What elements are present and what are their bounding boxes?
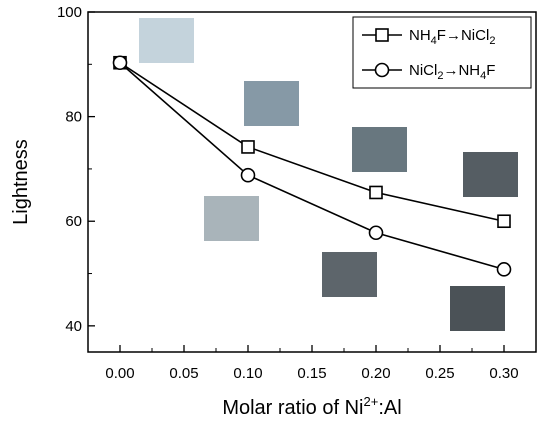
data-point [496, 262, 512, 277]
data-point [240, 167, 256, 183]
data-point [241, 140, 255, 154]
data-series [112, 55, 512, 277]
x-axis-title: Molar ratio of Ni2+:Al [222, 394, 401, 419]
x-tick-label: 0.25 [425, 365, 454, 382]
series-line [119, 62, 505, 223]
y-axis-title: Lightness [10, 139, 32, 225]
data-point [369, 185, 383, 200]
y-tick-label: 80 [65, 109, 82, 126]
x-tick-label: 0.00 [105, 365, 134, 382]
sample-swatch [322, 252, 377, 297]
x-axis-title-main: Molar ratio of Ni [222, 397, 363, 419]
sample-swatches [139, 18, 518, 331]
y-axis-ticks: 40 60 80 100 [57, 4, 95, 335]
sample-swatch [450, 286, 505, 331]
data-point [368, 225, 384, 241]
sample-swatch [352, 127, 407, 172]
sample-swatch [463, 152, 518, 197]
sample-swatch [139, 18, 194, 63]
legend-marker [375, 28, 389, 42]
y-tick-label: 40 [65, 318, 82, 335]
x-axis-ticks: 0.00 0.05 0.10 0.15 0.20 0.25 0.30 [105, 345, 519, 382]
x-axis-title-suffix: :Al [378, 397, 401, 419]
x-tick-label: 0.30 [489, 365, 518, 382]
legend-marker [374, 62, 390, 78]
x-tick-label: 0.20 [361, 365, 390, 382]
x-tick-label: 0.10 [233, 365, 262, 382]
legend: NH4F→NiCl2 NiCl2→NH4F [352, 16, 532, 89]
y-tick-label: 60 [65, 213, 82, 230]
legend-label: NH4F→NiCl2 [409, 27, 495, 47]
data-point [497, 214, 511, 229]
y-tick-label: 100 [57, 4, 82, 21]
series-line [119, 62, 505, 271]
legend-label: NiCl2→NH4F [409, 62, 495, 82]
x-tick-label: 0.15 [297, 365, 326, 382]
x-tick-label: 0.05 [169, 365, 198, 382]
sample-swatch [244, 81, 299, 126]
data-point [112, 55, 128, 71]
sample-swatch [204, 196, 259, 241]
x-axis-title-sup: 2+ [363, 394, 378, 409]
